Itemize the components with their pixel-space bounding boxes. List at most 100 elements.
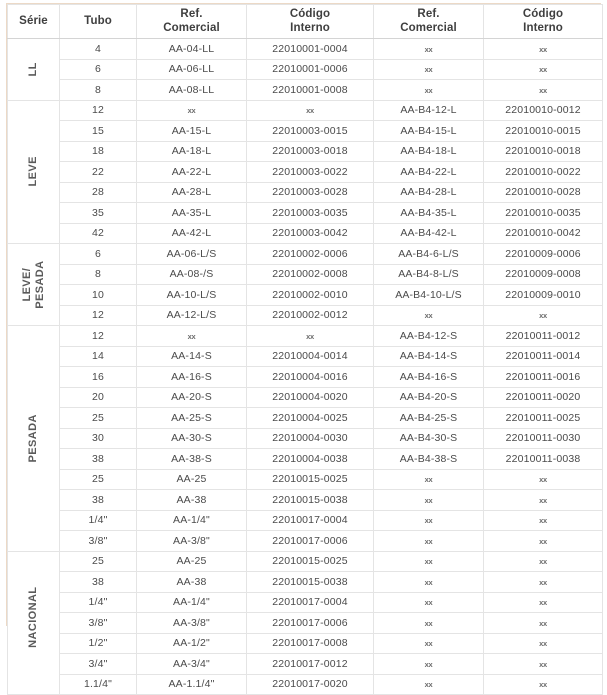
empty-marker: xx: [424, 311, 433, 321]
ref-comercial-2-cell: AA-B4-35-L: [373, 202, 484, 224]
codigo-interno-2-cell: 22010011-0030: [483, 427, 603, 449]
table-row: LEVE/ PESADA 6 AA-06-L/S 22010002-0006 AA-B4…: [7, 243, 603, 326]
empty-marker: xx: [424, 516, 433, 526]
empty-marker: xx: [424, 659, 433, 669]
ref-comercial-2-cell: xx: [373, 571, 484, 593]
ref-comercial-1-cell: AA-16-S: [136, 366, 247, 388]
empty-marker: xx: [539, 618, 547, 628]
serie-group-label: LEVE: [27, 156, 40, 187]
ref-comercial-2-cell: AA-B4-6-L/S: [373, 243, 484, 265]
ref-comercial-1-cell: xx: [136, 325, 247, 347]
tubo-cell: 25: [59, 468, 137, 490]
codigo-interno-2-cell: xx: [483, 38, 603, 60]
table-row: PESADA 12 xx xx AA-B4-12-S 22010011-0012: [7, 325, 603, 552]
empty-marker: xx: [539, 65, 547, 75]
table-row: 1/2" AA-1/2" 22010017-0008 xx xx: [8, 632, 603, 654]
ref-comercial-1-cell: AA-12-L/S: [136, 304, 247, 326]
ref-comercial-2-cell: xx: [373, 612, 484, 634]
empty-marker: xx: [424, 639, 433, 649]
codigo-interno-2-cell: xx: [483, 673, 603, 695]
serie-group-cell-leve-pesada: LEVE/ PESADA: [7, 243, 60, 326]
column-header-codigo-interno-1: Código Interno: [246, 4, 374, 39]
table-row: 3/8" AA-3/8" 22010017-0006 xx xx: [8, 612, 603, 634]
tubo-cell: 10: [59, 284, 137, 306]
empty-marker: xx: [306, 331, 314, 341]
codigo-interno-1-cell: 22010003-0018: [246, 140, 374, 162]
ref-comercial-1-cell: AA-28-L: [136, 181, 247, 203]
empty-marker: xx: [424, 475, 433, 485]
codigo-interno-2-cell: 22010009-0010: [483, 284, 603, 306]
codigo-interno-1-cell: 22010017-0006: [246, 612, 374, 634]
tube-series-reference-table: Série Tubo Ref. Comercial Código Interno Ref. C…: [7, 4, 603, 695]
codigo-interno-1-cell: 22010001-0004: [246, 38, 374, 60]
codigo-interno-2-cell: xx: [483, 653, 603, 675]
codigo-interno-2-cell: xx: [483, 612, 603, 634]
tubo-cell: 3/8": [59, 530, 137, 552]
tubo-cell: 38: [59, 448, 137, 470]
ref-comercial-1-cell: AA-10-L/S: [136, 284, 247, 306]
ref-comercial-2-cell: xx: [373, 509, 484, 531]
ref-comercial-1-cell: AA-1/4": [136, 591, 247, 613]
codigo-interno-1-cell: 22010003-0015: [246, 120, 374, 142]
codigo-interno-1-cell: 22010004-0038: [246, 448, 374, 470]
header-row: Série Tubo Ref. Comercial Código Interno Ref. C…: [7, 4, 603, 39]
tubo-cell: 1/2": [59, 632, 137, 654]
empty-marker: xx: [424, 598, 433, 608]
ref-comercial-2-cell: xx: [373, 38, 484, 60]
ref-comercial-2-cell: xx: [373, 673, 484, 695]
tubo-cell: 4: [59, 38, 137, 60]
codigo-interno-1-cell: 22010003-0028: [246, 181, 374, 203]
tubo-cell: 3/8": [59, 612, 137, 634]
codigo-interno-2-cell: xx: [483, 530, 603, 552]
ref-comercial-2-cell: xx: [373, 489, 484, 511]
ref-comercial-2-cell: AA-B4-12-S: [373, 325, 484, 347]
empty-marker: xx: [539, 495, 547, 505]
ref-comercial-1-cell: AA-15-L: [136, 120, 247, 142]
column-header-serie: Série: [7, 4, 60, 39]
codigo-interno-2-cell: 22010009-0006: [483, 243, 603, 265]
ref-comercial-2-cell: xx: [373, 530, 484, 552]
table-row: 18 AA-18-L 22010003-0018 AA-B4-18-L 22010010…: [8, 140, 603, 162]
ref-comercial-1-cell: AA-30-S: [136, 427, 247, 449]
table-row: 12 AA-12-L/S 22010002-0012 xx xx: [8, 304, 603, 326]
ref-comercial-1-cell: AA-25: [136, 550, 247, 572]
empty-marker: xx: [539, 516, 547, 526]
tubo-cell: 15: [59, 120, 137, 142]
codigo-interno-1-cell: 22010017-0006: [246, 530, 374, 552]
codigo-interno-1-cell: 22010002-0006: [246, 243, 374, 265]
codigo-interno-2-cell: 22010011-0038: [483, 448, 603, 470]
table-row: LEVE 12 xx xx AA-B4-12-L 22010010-0012: [7, 99, 603, 244]
codigo-interno-2-cell: 22010010-0042: [483, 222, 603, 244]
ref-comercial-2-cell: AA-B4-8-L/S: [373, 263, 484, 285]
codigo-interno-2-cell: xx: [483, 468, 603, 490]
table-row: 28 AA-28-L 22010003-0028 AA-B4-28-L 22010010…: [8, 181, 603, 203]
serie-group-cell-leve: LEVE: [7, 99, 60, 244]
ref-comercial-1-cell: AA-08-/S: [136, 263, 247, 285]
serie-group-cell-pesada: PESADA: [7, 325, 60, 552]
codigo-interno-2-cell: xx: [483, 550, 603, 572]
codigo-interno-1-cell: 22010004-0020: [246, 386, 374, 408]
codigo-interno-1-cell: 22010017-0020: [246, 673, 374, 695]
ref-comercial-1-cell: AA-18-L: [136, 140, 247, 162]
codigo-interno-2-cell: 22010010-0012: [483, 99, 603, 121]
column-header-ref-comercial-2: Ref. Comercial: [373, 4, 484, 39]
tubo-cell: 8: [59, 79, 137, 101]
codigo-interno-2-cell: 22010010-0028: [483, 181, 603, 203]
column-header-line2: Comercial: [400, 21, 457, 34]
codigo-interno-2-cell: xx: [483, 58, 603, 80]
ref-comercial-2-cell: xx: [373, 632, 484, 654]
empty-marker: xx: [424, 680, 433, 690]
table-row: 10 AA-10-L/S 22010002-0010 AA-B4-10-L/S 2201…: [8, 284, 603, 306]
empty-marker: xx: [424, 85, 433, 95]
ref-comercial-1-cell: AA-25-S: [136, 407, 247, 429]
column-header-tubo: Tubo: [59, 4, 137, 39]
ref-comercial-2-cell: AA-B4-38-S: [373, 448, 484, 470]
codigo-interno-2-cell: 22010011-0016: [483, 366, 603, 388]
tubo-cell: 38: [59, 489, 137, 511]
tubo-cell: 6: [59, 243, 137, 265]
codigo-interno-1-cell: 22010002-0010: [246, 284, 374, 306]
empty-marker: xx: [187, 106, 196, 116]
ref-comercial-2-cell: AA-B4-20-S: [373, 386, 484, 408]
tubo-cell: 1.1/4": [59, 673, 137, 695]
ref-comercial-1-cell: AA-04-LL: [136, 38, 247, 60]
